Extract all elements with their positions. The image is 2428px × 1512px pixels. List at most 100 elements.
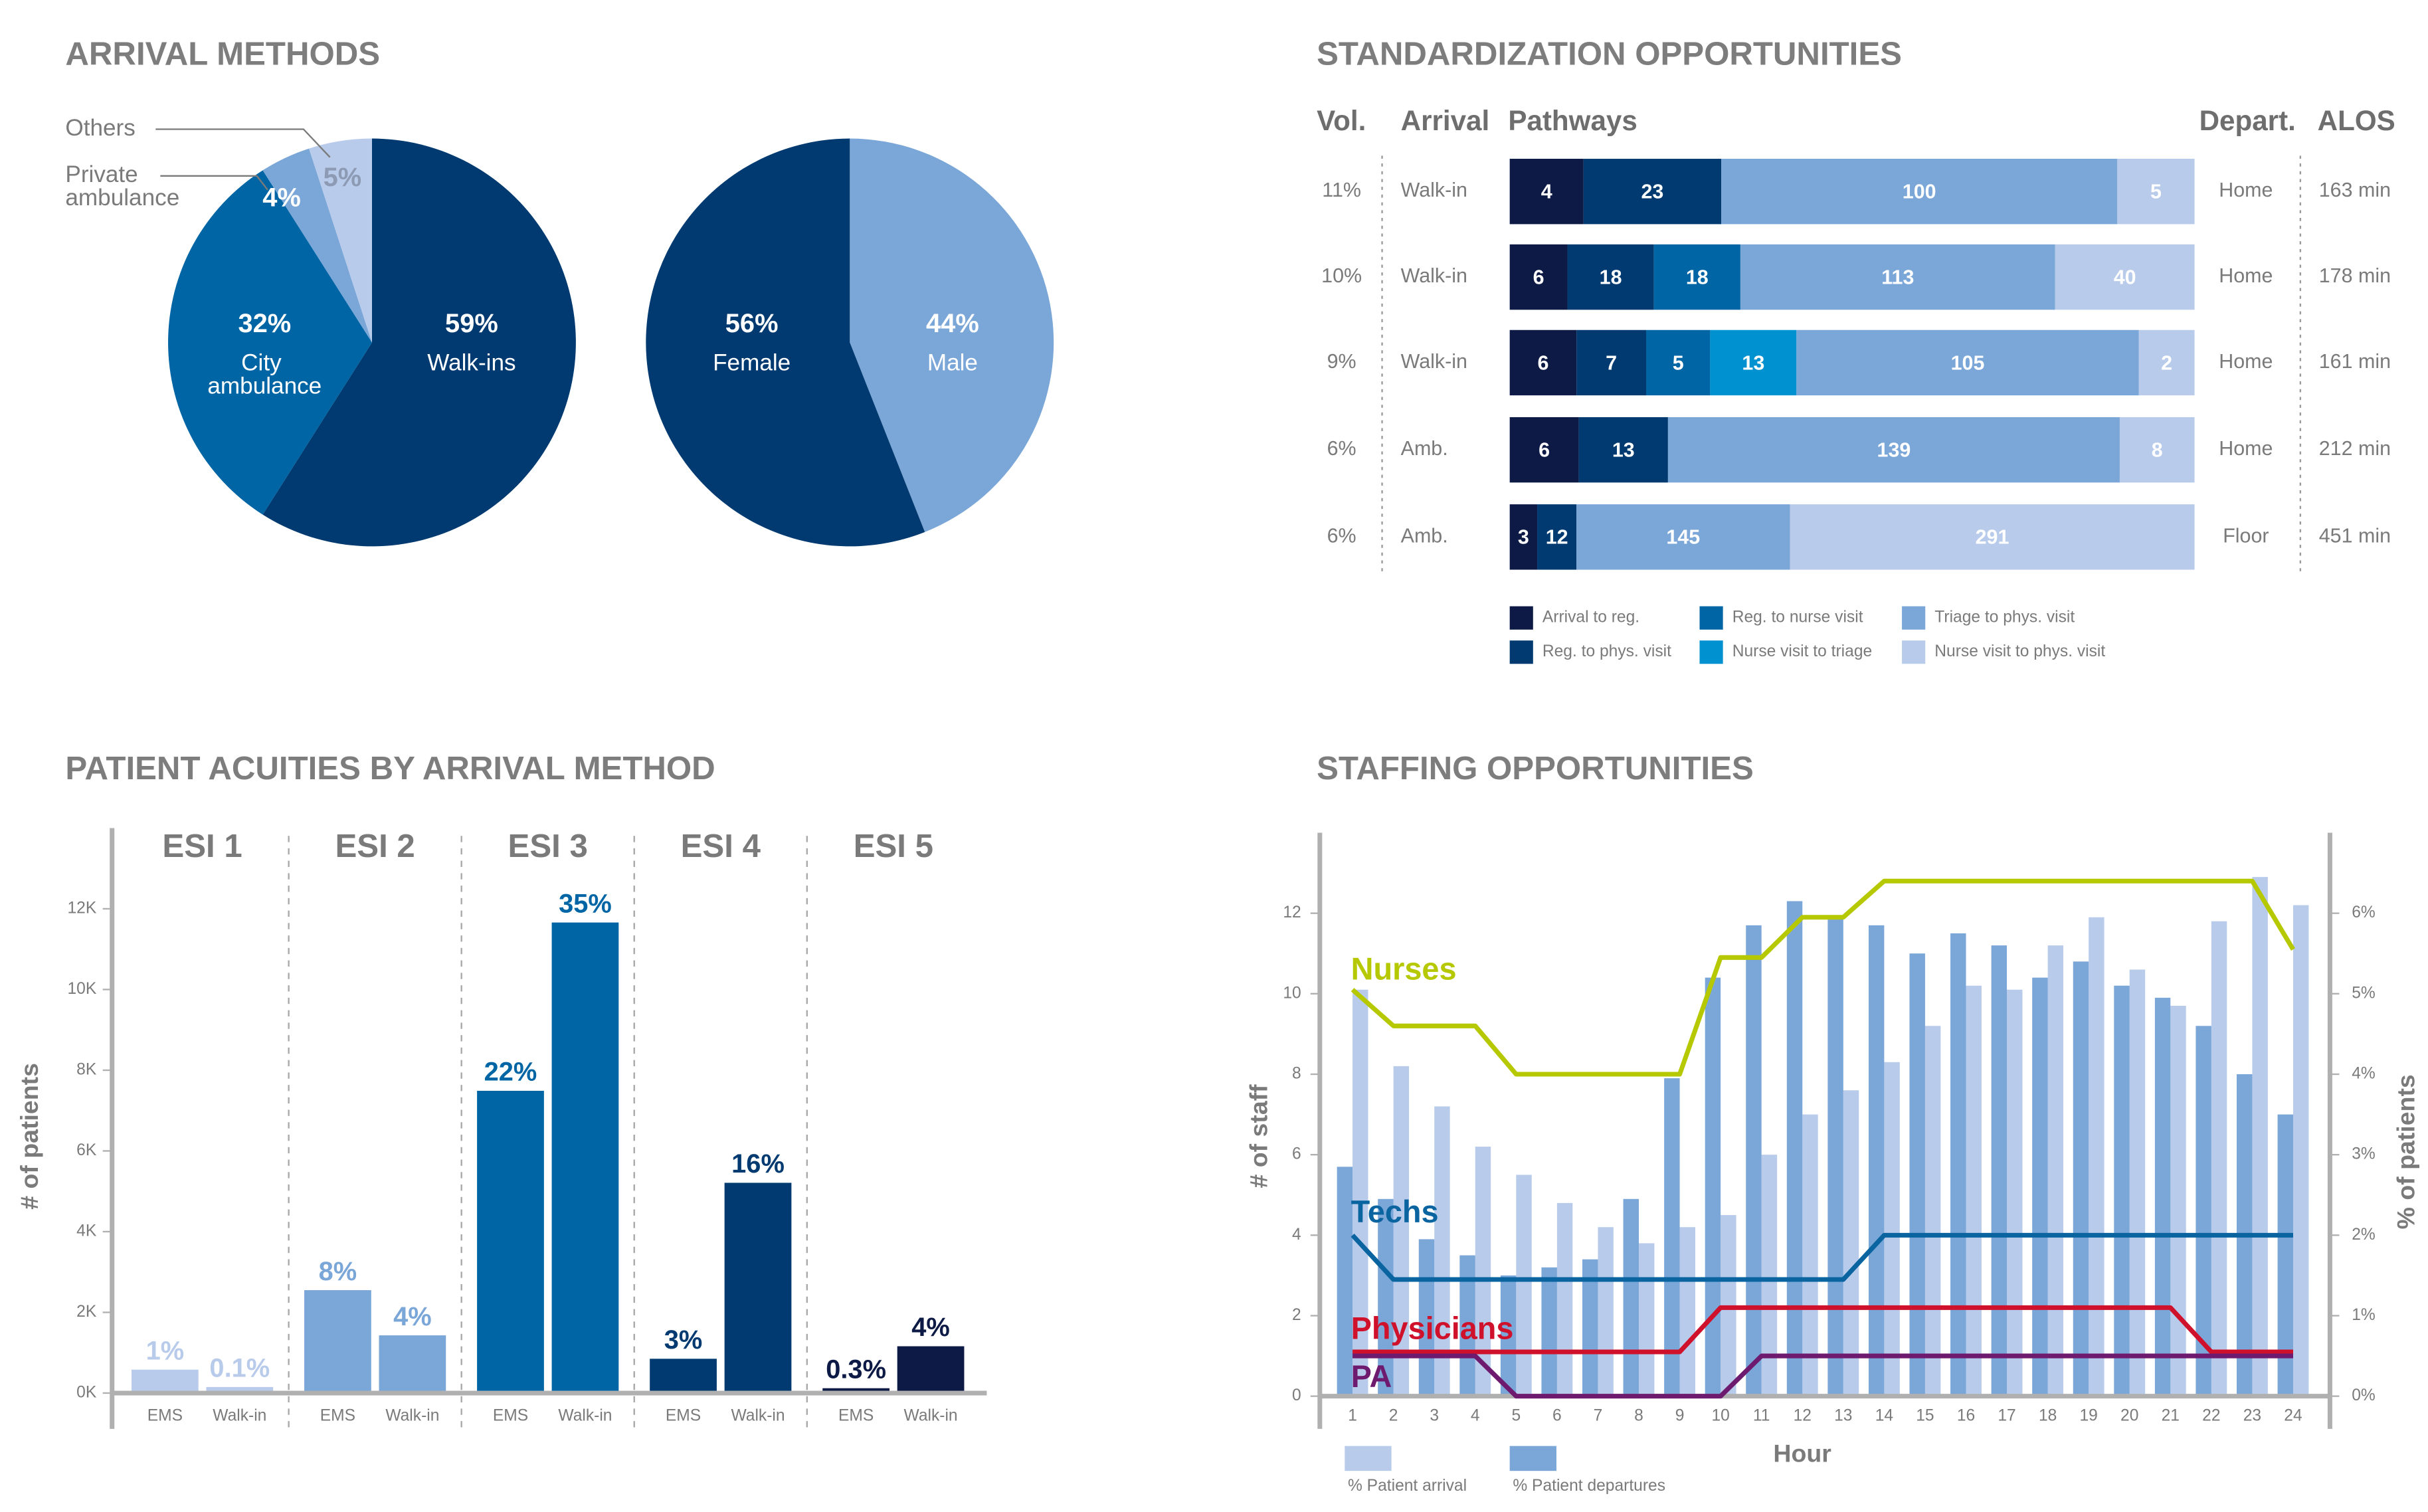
y-tick-label: 12K bbox=[67, 899, 96, 917]
bar-segment bbox=[2117, 159, 2195, 225]
slice-name-label: City ambulance bbox=[207, 350, 322, 399]
x-tick-label: 22 bbox=[2202, 1407, 2220, 1425]
y-tick-label: 4 bbox=[1292, 1226, 1301, 1244]
x-tick-label: 7 bbox=[1594, 1407, 1603, 1425]
leader-line bbox=[155, 128, 331, 158]
legend-swatch bbox=[1902, 640, 1926, 664]
leader-line bbox=[160, 175, 268, 191]
bar bbox=[551, 922, 619, 1393]
segment-label: 5 bbox=[1673, 351, 1684, 374]
x-tick-label: 9 bbox=[1675, 1407, 1685, 1425]
bar bbox=[1746, 925, 1762, 1396]
x-tick-label: 21 bbox=[2162, 1407, 2180, 1425]
bar bbox=[1761, 1155, 1778, 1396]
bar-segment bbox=[1653, 244, 1740, 310]
bar-segment bbox=[1537, 504, 1577, 570]
segment-label: 7 bbox=[1606, 351, 1617, 374]
column-header: Depart. bbox=[2199, 105, 2296, 136]
bar bbox=[1393, 1066, 1410, 1396]
slice-value-label: 5% bbox=[324, 163, 362, 192]
column-header: ALOS bbox=[2318, 105, 2395, 136]
legend-label: Triage to phys. visit bbox=[1934, 609, 2075, 626]
volume-cell: 9% bbox=[1327, 350, 1356, 373]
x-tick-label: 12 bbox=[1794, 1407, 1812, 1425]
bar-share-label: 3% bbox=[664, 1325, 703, 1355]
bar bbox=[2211, 921, 2227, 1396]
series-label: Techs bbox=[1351, 1194, 1439, 1229]
staff-line bbox=[1353, 1353, 2293, 1399]
slice-name-label: Male bbox=[927, 350, 978, 376]
y2-tick-label: 6% bbox=[2352, 903, 2376, 921]
y-tick-label: 10 bbox=[1283, 984, 1301, 1002]
legend-swatch bbox=[1699, 606, 1723, 630]
x-tick-label: 5 bbox=[1511, 1407, 1521, 1425]
alos-cell: 161 min bbox=[2319, 350, 2391, 373]
bar-segment bbox=[2055, 244, 2195, 310]
x-tick-label: 23 bbox=[2243, 1407, 2261, 1425]
bar bbox=[304, 1290, 371, 1393]
slice-value-label: 32% bbox=[238, 309, 291, 338]
staff-line bbox=[1351, 878, 2296, 1077]
bar bbox=[1500, 1275, 1517, 1396]
bar bbox=[1991, 945, 2008, 1396]
series-label: PA bbox=[1351, 1359, 1392, 1394]
departure-cell: Home bbox=[2219, 264, 2273, 287]
legend-swatch bbox=[1509, 1446, 1556, 1471]
x-tick-label: 8 bbox=[1634, 1407, 1643, 1425]
x-tick-label: 11 bbox=[1753, 1407, 1770, 1425]
x-tick-label: EMS bbox=[147, 1407, 183, 1425]
segment-label: 4 bbox=[1541, 181, 1552, 203]
alos-cell: 163 min bbox=[2319, 179, 2391, 201]
bar-share-label: 1% bbox=[146, 1336, 185, 1365]
bar bbox=[1950, 933, 1966, 1396]
departure-cell: Home bbox=[2219, 350, 2273, 373]
bar-segment bbox=[1567, 244, 1654, 310]
segment-label: 291 bbox=[1976, 526, 2009, 549]
bar bbox=[1664, 1078, 1680, 1396]
bar-segment bbox=[1509, 159, 1584, 225]
y2-tick-label: 3% bbox=[2352, 1145, 2376, 1163]
bar-segment bbox=[1509, 504, 1538, 570]
bar bbox=[1909, 953, 1925, 1396]
bar-share-label: 8% bbox=[319, 1257, 357, 1286]
y-tick-label: 8 bbox=[1292, 1064, 1301, 1082]
bar-segment bbox=[2138, 330, 2195, 396]
column-header: Vol. bbox=[1317, 105, 1366, 136]
chart-title: STANDARDIZATION OPPORTUNITIES bbox=[1317, 35, 1902, 72]
x-tick-label: 6 bbox=[1552, 1407, 1562, 1425]
bar-segment bbox=[1576, 504, 1790, 570]
bar bbox=[1802, 1114, 1818, 1396]
slice-name-label: Walk-ins bbox=[427, 350, 515, 376]
bar-share-label: 4% bbox=[393, 1302, 432, 1331]
slice-name-label: Private ambulance bbox=[65, 161, 179, 211]
bar-share-label: 0.3% bbox=[826, 1355, 886, 1384]
y-tick-label: 12 bbox=[1283, 903, 1301, 921]
slice-name-label: Others bbox=[65, 115, 135, 141]
pie-slice bbox=[309, 138, 372, 343]
bar-segment bbox=[1710, 330, 1797, 396]
bar bbox=[650, 1359, 717, 1393]
bar-segment bbox=[2119, 417, 2195, 483]
y-tick-label: 8K bbox=[76, 1060, 97, 1078]
bar bbox=[724, 1182, 792, 1393]
segment-label: 5 bbox=[2150, 181, 2162, 203]
segment-label: 23 bbox=[1641, 181, 1664, 203]
x-tick-label: Walk-in bbox=[731, 1407, 785, 1425]
slice-value-label: 44% bbox=[926, 309, 979, 338]
x-tick-label: Walk-in bbox=[385, 1407, 439, 1425]
bar bbox=[2277, 1114, 2293, 1396]
x-tick-label: 1 bbox=[1348, 1407, 1357, 1425]
bar-segment bbox=[1509, 330, 1577, 396]
bar bbox=[897, 1346, 965, 1393]
x-tick-label: 14 bbox=[1875, 1407, 1893, 1425]
pie-slice bbox=[850, 138, 1054, 532]
bar bbox=[1353, 989, 1368, 1396]
segment-label: 6 bbox=[1539, 439, 1550, 462]
x-tick-label: 4 bbox=[1471, 1407, 1480, 1425]
bar bbox=[1541, 1267, 1557, 1396]
column-header: Pathways bbox=[1508, 105, 1637, 136]
y-tick-label: 0 bbox=[1292, 1386, 1301, 1404]
bar bbox=[2007, 989, 2023, 1396]
series-label: Physicians bbox=[1351, 1311, 1514, 1346]
